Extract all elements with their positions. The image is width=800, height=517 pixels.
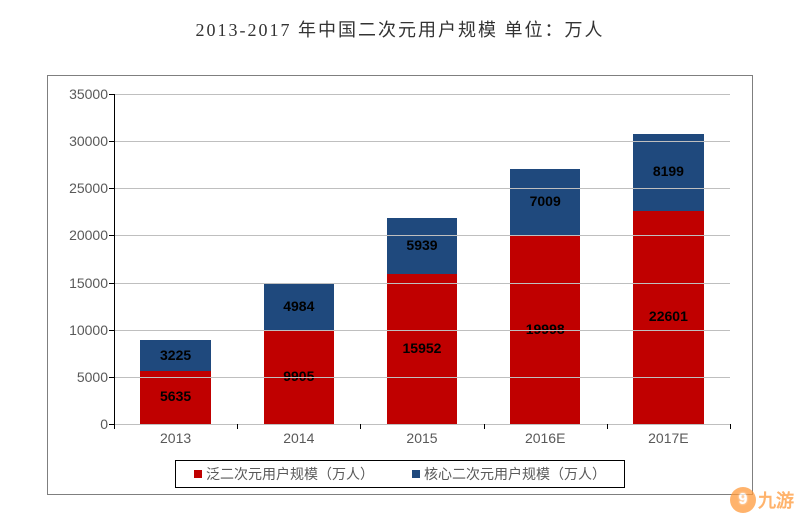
legend: 泛二次元用户规模（万人） 核心二次元用户规模（万人） [175, 460, 625, 488]
x-tick-label: 2015 [406, 430, 437, 446]
gridline [114, 424, 730, 425]
y-tick-label: 10000 [52, 322, 108, 338]
watermark: 9 九游 [730, 487, 794, 513]
bar-group: 15952 5939 [387, 94, 457, 424]
x-tick-label: 2016E [525, 430, 565, 446]
x-tick-mark [730, 424, 731, 429]
chart-container: 5635 3225 99054984 15952 5939 199987009 22601 8… [47, 75, 753, 495]
x-tick-mark [114, 424, 115, 429]
bar-value-label: 3225 [140, 347, 210, 363]
y-axis-line [114, 94, 115, 424]
bar-value-label: 5635 [140, 388, 210, 404]
legend-item-pan: 泛二次元用户规模（万人） [194, 464, 374, 484]
x-tick-mark [607, 424, 608, 429]
bar-value-label: 4984 [264, 298, 334, 314]
x-tick-mark [237, 424, 238, 429]
bar-value-label: 8199 [633, 163, 703, 179]
x-tick-label: 2014 [283, 430, 314, 446]
watermark-text: 九游 [758, 487, 794, 513]
bar-value-label: 22601 [633, 308, 703, 324]
bar-group: 22601 8199 [633, 94, 703, 424]
bar-value-label: 5939 [387, 237, 457, 253]
bar-group: 5635 3225 [140, 94, 210, 424]
y-tick-label: 30000 [52, 133, 108, 149]
plot-area: 5635 3225 99054984 15952 5939 199987009 22601 8… [114, 94, 730, 424]
y-tick-label: 0 [52, 416, 108, 432]
x-tick-label: 2013 [160, 430, 191, 446]
bars-layer: 5635 3225 99054984 15952 5939 199987009 22601 8… [114, 94, 730, 424]
gridline [114, 283, 730, 284]
gridline [114, 235, 730, 236]
y-tick-label: 25000 [52, 180, 108, 196]
gridline [114, 188, 730, 189]
bar-group: 199987009 [510, 94, 580, 424]
legend-swatch [194, 470, 202, 478]
y-tick-label: 20000 [52, 227, 108, 243]
gridline [114, 141, 730, 142]
bar-group: 99054984 [264, 94, 334, 424]
x-tick-label: 2017E [648, 430, 688, 446]
y-tick-label: 5000 [52, 369, 108, 385]
bar-value-label: 15952 [387, 340, 457, 356]
gridline [114, 94, 730, 95]
x-tick-mark [360, 424, 361, 429]
legend-label: 核心二次元用户规模（万人） [424, 464, 606, 484]
legend-label: 泛二次元用户规模（万人） [206, 464, 374, 484]
bar-value-label: 7009 [510, 193, 580, 209]
legend-item-core: 核心二次元用户规模（万人） [412, 464, 606, 484]
gridline [114, 377, 730, 378]
x-tick-mark [484, 424, 485, 429]
chart-title: 2013-2017 年中国二次元用户规模 单位：万人 [0, 0, 800, 42]
y-tick-label: 35000 [52, 86, 108, 102]
gridline [114, 330, 730, 331]
legend-swatch [412, 470, 420, 478]
watermark-icon: 9 [730, 487, 756, 513]
y-tick-label: 15000 [52, 275, 108, 291]
